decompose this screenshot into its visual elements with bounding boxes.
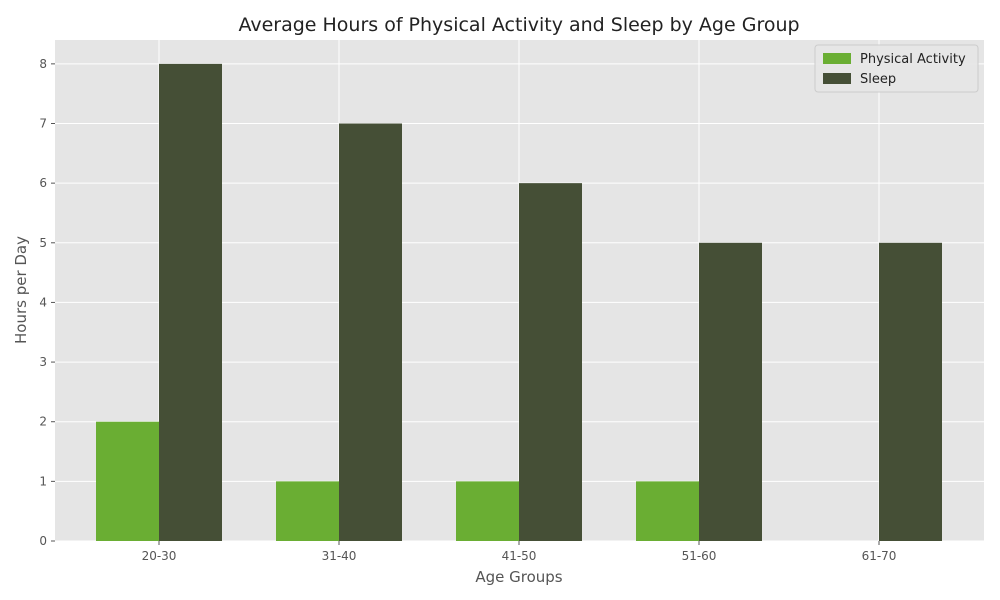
legend-swatch <box>823 73 851 84</box>
bar-sleep <box>339 123 402 541</box>
legend-label: Physical Activity <box>860 52 966 67</box>
legend-label: Sleep <box>860 72 896 87</box>
chart-title: Average Hours of Physical Activity and S… <box>238 14 799 36</box>
y-tick-label: 3 <box>39 355 47 369</box>
bar-sleep <box>699 242 762 542</box>
y-tick-label: 7 <box>39 117 47 131</box>
x-tick-label: 41-50 <box>502 549 537 563</box>
legend-swatch <box>823 53 851 64</box>
legend-box <box>814 44 979 93</box>
bar-physical-activity <box>276 481 339 541</box>
y-tick-label: 1 <box>39 474 47 488</box>
bar-physical-activity <box>456 481 519 541</box>
axes: 0 1 2 3 4 5 6 7 8 20-30 31-40 41-50 51-60 61-70 <box>39 57 896 563</box>
x-tick-label: 51-60 <box>682 549 717 563</box>
bar-sleep <box>879 242 942 542</box>
bars <box>96 63 942 542</box>
legend: Physical Activity Sleep <box>814 44 979 93</box>
y-tick-label: 4 <box>39 295 47 309</box>
y-tick-label: 5 <box>39 236 47 250</box>
y-tick-label: 2 <box>39 415 47 429</box>
y-tick-label: 0 <box>39 534 47 548</box>
x-tick-label: 61-70 <box>862 549 897 563</box>
bar-sleep <box>519 183 582 541</box>
x-tick-label: 20-30 <box>142 549 177 563</box>
bar-physical-activity <box>636 481 699 541</box>
bar-physical-activity <box>96 421 159 541</box>
y-tick-label: 6 <box>39 176 47 190</box>
bar-sleep <box>159 63 222 541</box>
x-tick-label: 31-40 <box>322 549 357 563</box>
y-tick-label: 8 <box>39 57 47 71</box>
x-axis-label: Age Groups <box>475 568 562 586</box>
y-axis-label: Hours per Day <box>12 236 30 344</box>
